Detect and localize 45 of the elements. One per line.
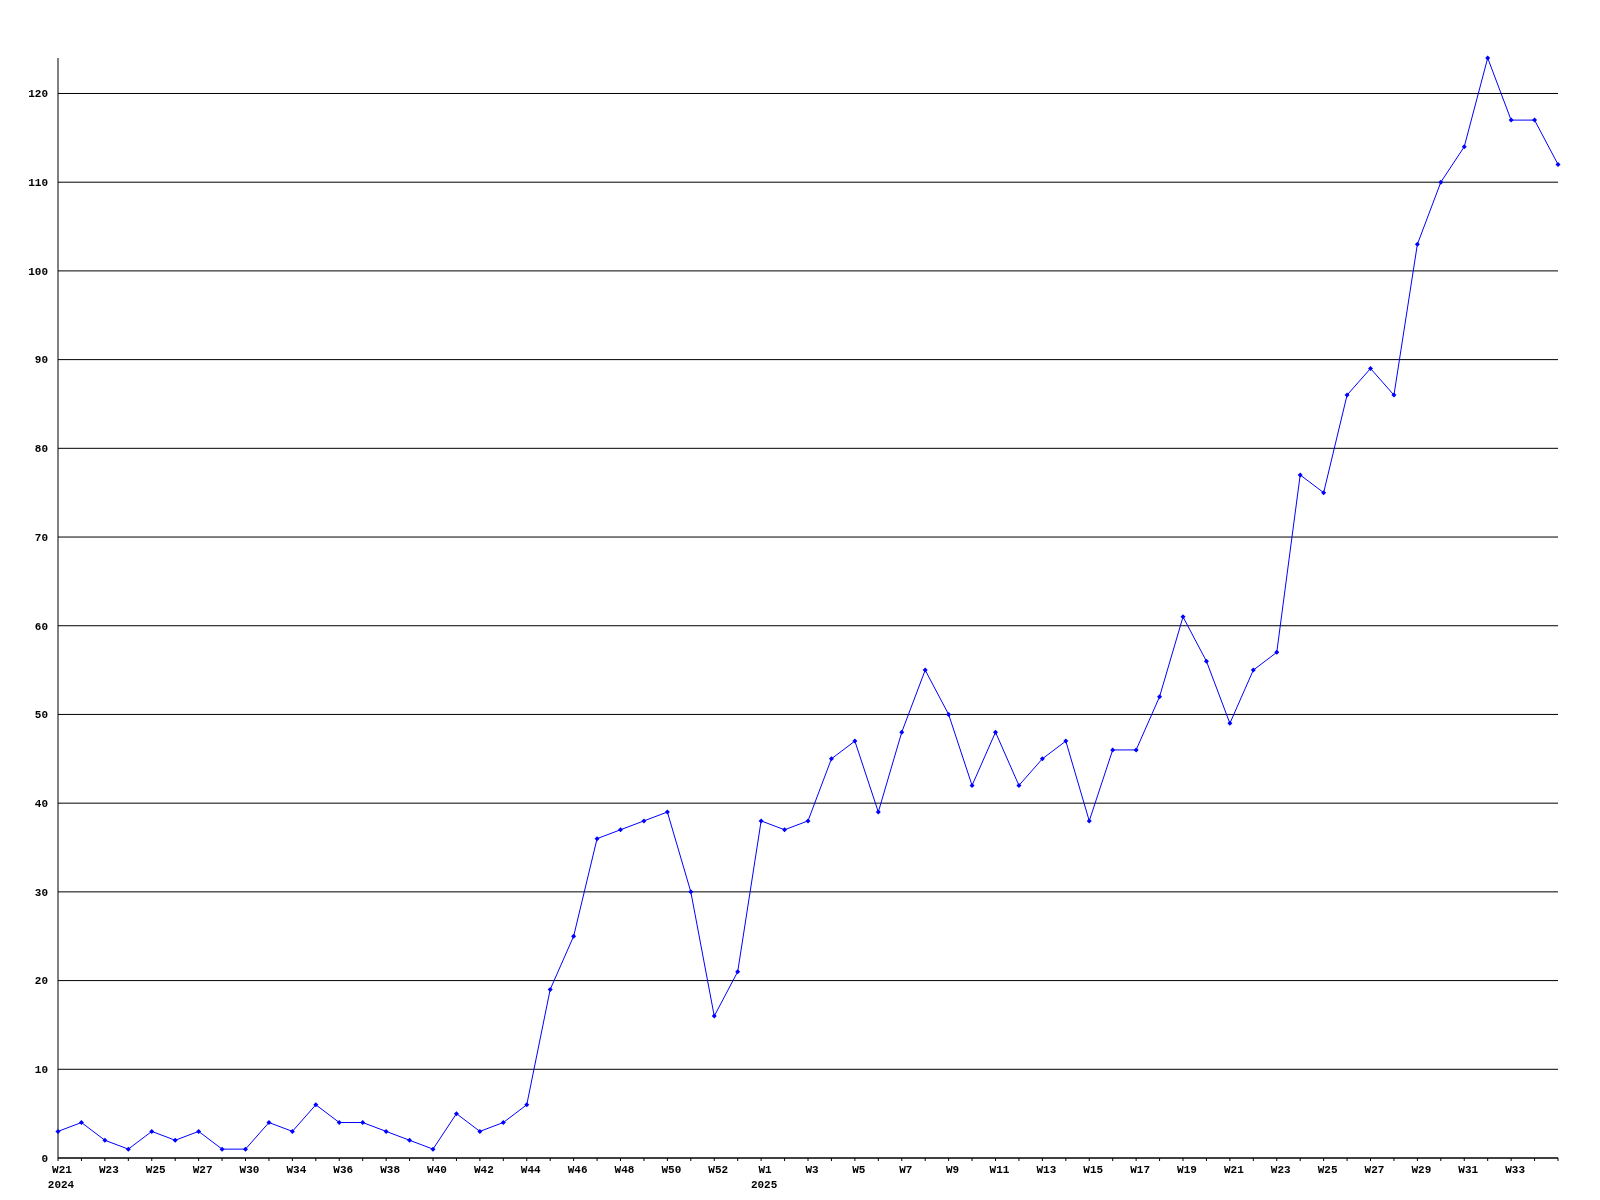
y-tick-label: 0 (41, 1152, 48, 1165)
x-tick-label: W19 (1177, 1164, 1197, 1176)
x-tick-label: W34 (286, 1164, 307, 1176)
x-tick-label: W52 (708, 1164, 729, 1176)
x-tick-label: W23 (98, 1164, 120, 1176)
y-tick-label: 80 (34, 443, 48, 456)
x-tick-label: W5 (852, 1164, 866, 1176)
y-tick-label: 100 (28, 265, 48, 278)
y-tick-label: 30 (34, 886, 48, 899)
x-tick-label: W42 (473, 1164, 494, 1176)
x-tick-label: W1 2025 (750, 1164, 778, 1191)
x-tick-label: W21 (1223, 1164, 1245, 1176)
x-tick-label: W29 (1411, 1164, 1432, 1176)
y-tick-label: 60 (34, 620, 48, 633)
x-tick-label: W21 2024 (47, 1164, 75, 1191)
x-tick-label: W31 (1458, 1164, 1479, 1176)
x-tick-label: W30 (239, 1164, 260, 1176)
y-tick-label: 50 (34, 709, 48, 722)
x-tick-label: W44 (520, 1164, 542, 1176)
x-tick-label: W33 (1505, 1164, 1526, 1176)
y-tick-label: 10 (34, 1064, 48, 1077)
x-tick-label: W48 (614, 1164, 635, 1176)
y-tick-label: 70 (34, 531, 48, 544)
y-tick-label: 20 (34, 975, 48, 988)
x-tick-label: W17 (1130, 1164, 1151, 1176)
x-tick-label: W11 (989, 1164, 1010, 1176)
x-tick-label: W36 (333, 1164, 354, 1176)
y-tick-label: 40 (34, 798, 48, 811)
x-tick-label: W27 (1364, 1164, 1385, 1176)
y-tick-label: 120 (28, 88, 48, 101)
x-tick-label: W9 (946, 1164, 960, 1176)
y-tick-label: 90 (34, 354, 48, 367)
x-tick-label: W40 (427, 1164, 447, 1176)
x-tick-label: W3 (805, 1164, 819, 1176)
x-tick-label: W25 (145, 1164, 167, 1176)
x-tick-label: W13 (1036, 1164, 1057, 1176)
x-tick-label: W25 (1317, 1164, 1338, 1176)
x-tick-label: W7 (899, 1164, 913, 1176)
x-tick-label: W38 (380, 1164, 401, 1176)
x-tick-label: W23 (1270, 1164, 1292, 1176)
y-tick-label: 110 (28, 177, 48, 190)
x-tick-label: W46 (567, 1164, 588, 1176)
x-tick-label: W27 (192, 1164, 213, 1176)
x-tick-label: W50 (661, 1164, 682, 1176)
x-tick-label: W15 (1083, 1164, 1104, 1176)
